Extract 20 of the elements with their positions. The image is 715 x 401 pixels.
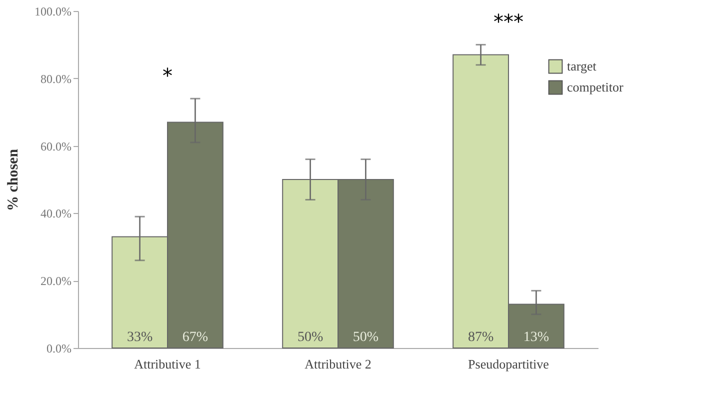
data-label: 87%: [468, 330, 494, 345]
data-label: 50%: [297, 330, 324, 345]
data-label: 50%: [352, 330, 379, 345]
legend-label: competitor: [567, 80, 624, 94]
legend-label: target: [567, 58, 597, 74]
annotation: *: [162, 64, 173, 88]
y-axis-title: % chosen: [6, 148, 22, 212]
y-tick-label: 0.0%: [46, 342, 72, 356]
data-label: 67%: [182, 330, 208, 345]
x-tick-label: Pseudopartitive: [468, 356, 550, 372]
annotation: ***: [493, 10, 524, 34]
y-tick-label: 20.0%: [40, 274, 72, 288]
data-label: 33%: [126, 330, 153, 345]
y-tick-label: 40.0%: [40, 206, 72, 221]
y-tick-label: 80.0%: [40, 72, 72, 86]
data-label: 13%: [523, 330, 550, 345]
y-tick-label: 60.0%: [40, 139, 72, 154]
x-tick-label: Attributive 2: [304, 356, 372, 372]
x-tick-label: Attributive 1: [134, 356, 201, 372]
y-tick-label: 100.0%: [34, 4, 72, 18]
